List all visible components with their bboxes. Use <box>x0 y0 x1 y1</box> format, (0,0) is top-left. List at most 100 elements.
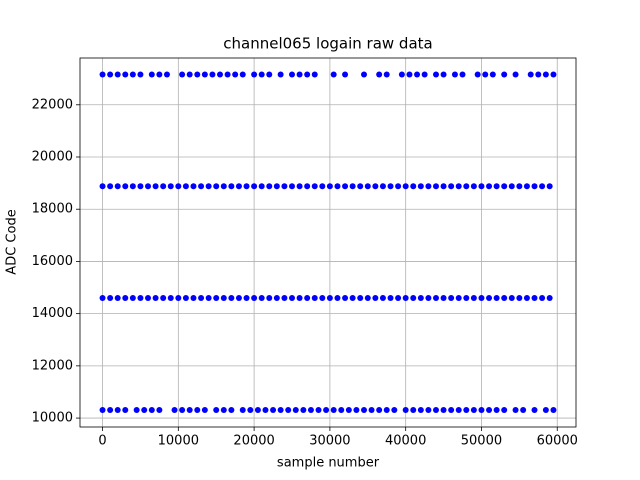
point <box>99 294 106 301</box>
point <box>470 183 477 190</box>
point <box>542 406 549 413</box>
x-axis-label: sample number <box>277 456 380 471</box>
point <box>383 406 390 413</box>
point <box>376 406 383 413</box>
point <box>470 294 477 301</box>
point <box>402 406 409 413</box>
point <box>122 183 129 190</box>
point <box>258 294 265 301</box>
point <box>289 71 296 78</box>
point <box>550 406 557 413</box>
point <box>531 294 538 301</box>
point <box>160 294 167 301</box>
point <box>372 183 379 190</box>
point <box>129 294 136 301</box>
point <box>334 183 341 190</box>
point <box>148 406 155 413</box>
point <box>258 71 265 78</box>
point <box>391 406 398 413</box>
point <box>137 294 144 301</box>
point <box>296 183 303 190</box>
point <box>432 183 439 190</box>
point <box>152 183 159 190</box>
point <box>251 294 258 301</box>
point <box>550 71 557 78</box>
point <box>296 294 303 301</box>
point <box>326 294 333 301</box>
point <box>383 71 390 78</box>
point <box>99 71 106 78</box>
point <box>220 406 227 413</box>
point <box>190 183 197 190</box>
chart-title: channel065 logain raw data <box>223 35 432 53</box>
point <box>410 294 417 301</box>
point <box>266 294 273 301</box>
point <box>410 183 417 190</box>
point <box>360 71 367 78</box>
point <box>432 294 439 301</box>
point <box>470 406 477 413</box>
point <box>273 294 280 301</box>
point <box>228 406 235 413</box>
point <box>114 406 121 413</box>
point <box>379 183 386 190</box>
point <box>182 294 189 301</box>
point <box>398 71 405 78</box>
point <box>493 406 500 413</box>
point <box>432 406 439 413</box>
point <box>342 183 349 190</box>
point <box>523 294 530 301</box>
point <box>281 183 288 190</box>
point <box>516 183 523 190</box>
point <box>137 183 144 190</box>
point <box>486 294 493 301</box>
point <box>213 294 220 301</box>
point <box>239 71 246 78</box>
point <box>493 183 500 190</box>
point <box>304 71 311 78</box>
point <box>251 183 258 190</box>
point <box>171 406 178 413</box>
point <box>501 183 508 190</box>
y-tick-label: 18000 <box>32 202 73 217</box>
point <box>512 71 519 78</box>
x-tick-label: 60000 <box>537 434 578 449</box>
point <box>107 406 114 413</box>
point <box>277 71 284 78</box>
point <box>326 183 333 190</box>
point <box>417 294 424 301</box>
point <box>478 406 485 413</box>
point <box>478 183 485 190</box>
point <box>141 406 148 413</box>
point <box>395 294 402 301</box>
point <box>152 294 159 301</box>
point <box>235 183 242 190</box>
point <box>539 183 546 190</box>
point <box>512 406 519 413</box>
point <box>258 183 265 190</box>
point <box>410 406 417 413</box>
point <box>364 294 371 301</box>
point <box>217 71 224 78</box>
point <box>304 183 311 190</box>
point <box>440 294 447 301</box>
point <box>330 406 337 413</box>
point <box>163 71 170 78</box>
point <box>546 294 553 301</box>
point <box>205 294 212 301</box>
point <box>360 406 367 413</box>
point <box>114 294 121 301</box>
point <box>523 183 530 190</box>
point <box>455 406 462 413</box>
y-tick-label: 12000 <box>32 358 73 373</box>
point <box>417 183 424 190</box>
x-tick-label: 50000 <box>461 434 502 449</box>
point <box>527 71 534 78</box>
point <box>194 406 201 413</box>
point <box>315 406 322 413</box>
point <box>459 71 466 78</box>
point <box>489 71 496 78</box>
point <box>220 183 227 190</box>
point <box>493 294 500 301</box>
